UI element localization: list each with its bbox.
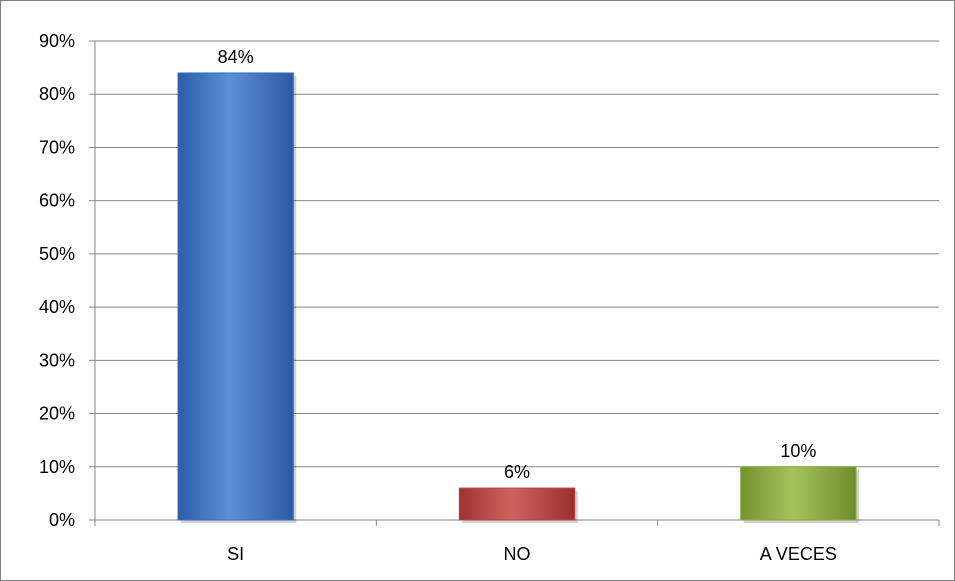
- bar-si: [177, 72, 294, 521]
- bar-no: [458, 487, 576, 521]
- x-tick-label-no: NO: [504, 544, 531, 564]
- y-tick-label: 90%: [39, 31, 75, 51]
- data-label-a-veces: 10%: [780, 441, 816, 461]
- y-tick-label: 40%: [39, 297, 75, 317]
- x-tick-label-si: SI: [227, 544, 244, 564]
- y-tick-label: 70%: [39, 137, 75, 157]
- y-tick-label: 20%: [39, 404, 75, 424]
- labels: 0% 10% 20% 30% 40% 50% 60% 70% 80% 90% 84% SI 6% NO 10…: [39, 31, 837, 564]
- y-tick-label: 80%: [39, 84, 75, 104]
- bar-a-veces: [740, 466, 857, 521]
- y-tick-label: 60%: [39, 191, 75, 211]
- y-tick-label: 50%: [39, 244, 75, 264]
- bars: [177, 72, 860, 523]
- y-tick-label: 30%: [39, 350, 75, 370]
- data-label-si: 84%: [218, 47, 254, 67]
- y-tick-label: 0%: [49, 510, 75, 530]
- data-label-no: 6%: [504, 462, 530, 482]
- y-tick-label: 10%: [39, 457, 75, 477]
- x-tick-label-a-veces: A VECES: [760, 544, 837, 564]
